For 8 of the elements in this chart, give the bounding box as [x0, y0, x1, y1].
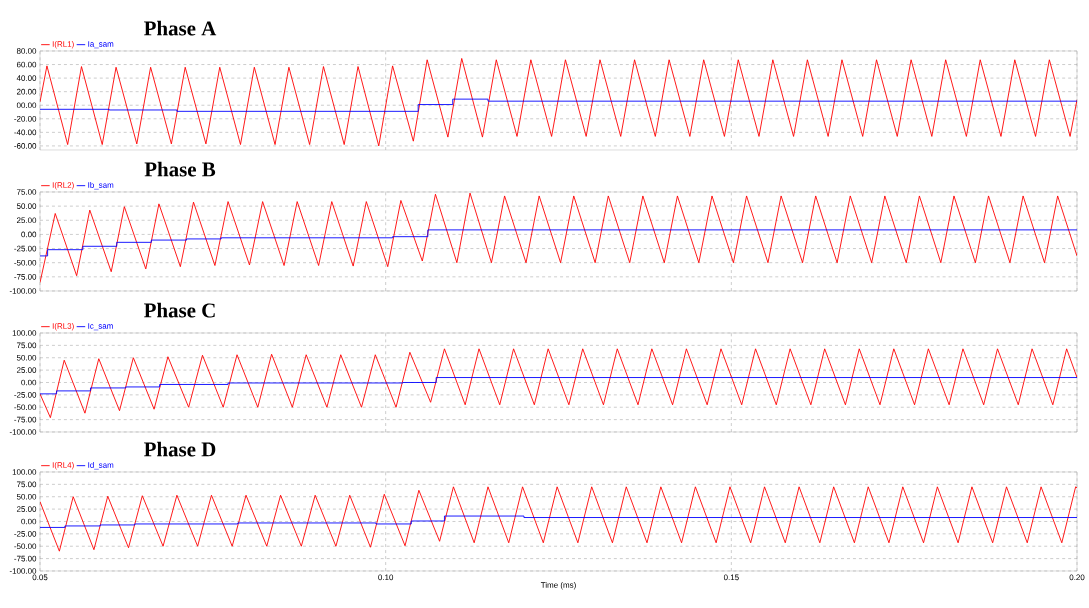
line-series [40, 486, 1078, 552]
line-series [40, 57, 1078, 147]
chart-title: Phase C [144, 302, 215, 318]
chart-title: Phase B [144, 161, 216, 177]
chart-title: Phase A [144, 20, 217, 36]
chart-title: Phase D [144, 441, 216, 457]
line-series [40, 192, 1078, 283]
line-series [40, 348, 1078, 419]
